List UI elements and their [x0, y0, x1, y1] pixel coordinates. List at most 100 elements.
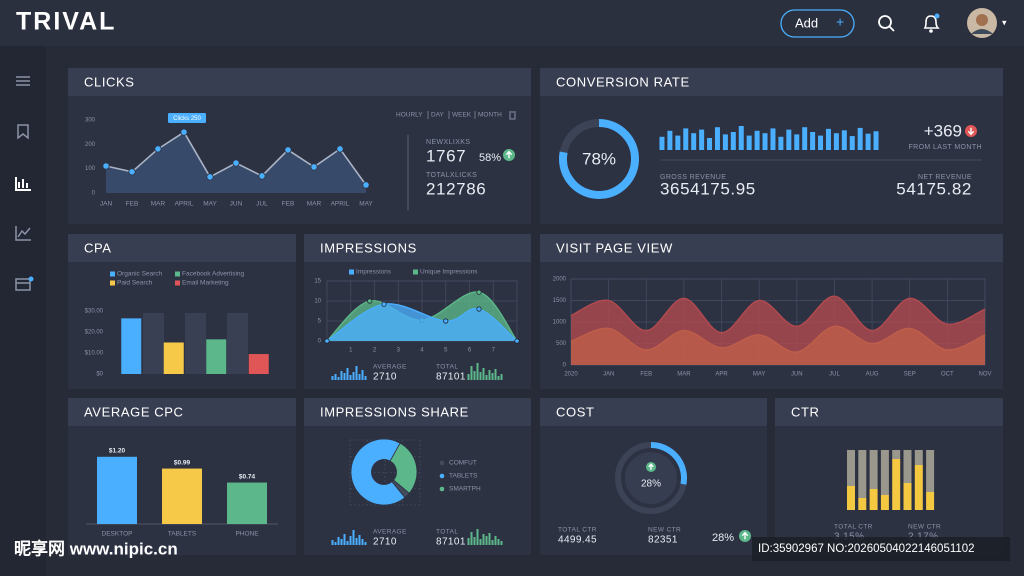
filter-option[interactable]: HOURLY — [396, 112, 423, 119]
search-icon[interactable] — [878, 15, 895, 32]
panel-title: CLICKS — [84, 74, 135, 89]
bar — [497, 376, 500, 380]
gauge-label: 78% — [582, 149, 616, 168]
line-marker — [154, 145, 162, 153]
bar-track — [143, 313, 164, 374]
label: TOTAL — [436, 529, 458, 536]
x-tick-label: JAN — [603, 372, 614, 378]
bar — [675, 135, 681, 150]
panel-title: CONVERSION RATE — [556, 74, 690, 89]
nav-icons — [15, 76, 31, 291]
bar — [163, 342, 184, 374]
trend-arrow — [741, 531, 749, 540]
bell-icon[interactable] — [923, 13, 940, 33]
x-tick-label: APRIL — [331, 201, 350, 208]
y-tick-label: 5 — [318, 319, 322, 325]
label: 28% — [712, 532, 734, 544]
bar — [358, 535, 361, 545]
label: 87101 — [436, 372, 466, 383]
nav-list[interactable] — [16, 76, 30, 86]
y-tick-label: 0 — [318, 339, 322, 345]
bar — [762, 133, 768, 150]
filter-option[interactable]: WEEK — [452, 112, 472, 119]
line-marker — [258, 172, 266, 180]
label: +369 — [924, 121, 962, 140]
x-tick-label: 2 — [373, 348, 377, 354]
area-marker — [381, 301, 387, 307]
label: 2710 — [373, 537, 397, 548]
bar — [691, 133, 697, 150]
avatar-face — [976, 14, 988, 26]
pie-slice — [389, 442, 418, 494]
bar — [349, 375, 352, 380]
nav-bar-chart[interactable] — [15, 177, 31, 191]
area-marker — [514, 338, 520, 344]
line-marker — [128, 168, 136, 176]
bar — [331, 540, 334, 545]
bar — [494, 369, 497, 380]
legend-label: Facebook Advertising — [182, 271, 245, 278]
panel-header — [540, 234, 1003, 262]
bar — [818, 135, 824, 150]
y-tick-label: $10.00 — [85, 351, 104, 357]
search-glass — [878, 15, 892, 29]
bar — [833, 133, 839, 150]
bar — [248, 354, 269, 374]
bar — [865, 133, 871, 150]
bar — [488, 533, 491, 545]
panel-header — [304, 398, 531, 426]
add-icon: + — [836, 14, 844, 30]
legend-swatch — [439, 460, 445, 466]
bar — [786, 129, 792, 150]
area — [327, 303, 517, 341]
line-marker — [232, 159, 240, 167]
x-tick-label: JUN — [230, 201, 243, 208]
label: 3654175.95 — [660, 179, 756, 198]
value-label: $0.74 — [239, 473, 256, 480]
bar — [730, 132, 736, 150]
x-tick-label: DESKTOP — [102, 531, 133, 538]
x-tick-label: 5 — [444, 348, 448, 354]
panel-header — [68, 68, 531, 96]
bar — [491, 540, 494, 545]
trend-arrow — [967, 127, 975, 136]
label: 87101 — [436, 537, 466, 548]
x-tick-label: 6 — [468, 348, 472, 354]
x-tick-label: FEB — [640, 372, 652, 378]
filter-option[interactable]: MONTH — [478, 112, 502, 119]
bar-segment — [858, 498, 867, 510]
nav-bookmark[interactable] — [17, 124, 29, 140]
filter-option[interactable]: DAY — [431, 112, 445, 119]
area-marker — [324, 338, 330, 344]
y-tick-label: 200 — [85, 142, 96, 148]
legend-swatch — [175, 271, 180, 277]
bar — [500, 541, 503, 545]
avatar[interactable] — [967, 8, 997, 38]
bar — [97, 456, 137, 524]
bar — [361, 370, 364, 380]
bar — [794, 134, 800, 150]
bar — [337, 377, 340, 380]
bar — [841, 130, 847, 150]
bar — [361, 539, 364, 545]
nav-card[interactable] — [15, 278, 31, 291]
bar — [476, 363, 479, 380]
panel-title: IMPRESSIONS SHARE — [320, 404, 469, 419]
y-tick-label: 1500 — [553, 298, 567, 304]
legend-swatch — [110, 271, 115, 277]
panel-header — [304, 234, 531, 262]
panel-header — [540, 398, 767, 426]
x-tick-label: FEB — [282, 201, 295, 208]
bar — [355, 366, 358, 380]
y-tick-label: 2000 — [553, 277, 567, 283]
x-tick-label: 3 — [397, 348, 401, 354]
add-button[interactable] — [780, 9, 855, 38]
legend-label: Email Marketing — [182, 280, 229, 287]
bell — [923, 15, 940, 29]
bar — [482, 368, 485, 380]
nav-line-chart[interactable] — [15, 226, 31, 241]
y-tick-label: 1000 — [553, 320, 567, 326]
area — [571, 296, 985, 365]
bar — [334, 542, 337, 545]
x-tick-label: TABLETS — [168, 531, 197, 538]
